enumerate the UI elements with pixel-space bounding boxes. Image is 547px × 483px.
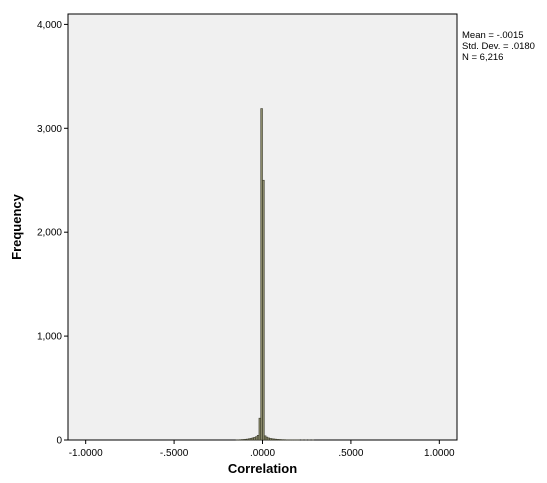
y-axis: 0 1,000 2,000 3,000 4,000 (37, 20, 68, 447)
stats-n: N = 6,216 (462, 52, 503, 63)
y-axis-title: Frequency (9, 193, 24, 260)
stats-mean: Mean = -.0015 (462, 30, 524, 41)
x-axis-title: Correlation (228, 461, 297, 476)
x-tick-label: .0000 (250, 448, 275, 459)
y-tick-label: 4,000 (37, 20, 62, 31)
y-tick-label: 1,000 (37, 332, 62, 343)
x-tick-label: 1.0000 (424, 448, 455, 459)
bars-layer (235, 108, 315, 441)
y-tick-label: 3,000 (37, 124, 62, 135)
x-tick-label: -1.0000 (69, 448, 103, 459)
stats-legend: Mean = -.0015 Std. Dev. = .0180 N = 6,21… (462, 30, 535, 63)
y-tick-label: 2,000 (37, 228, 62, 239)
histogram-bar (262, 179, 265, 441)
x-tick-label: -.5000 (160, 448, 189, 459)
y-tick-label: 0 (56, 436, 62, 447)
stats-std-dev: Std. Dev. = .0180 (462, 41, 535, 52)
x-axis: -1.0000 -.5000 .0000 .5000 1.0000 (69, 440, 455, 459)
x-tick-label: .5000 (338, 448, 363, 459)
